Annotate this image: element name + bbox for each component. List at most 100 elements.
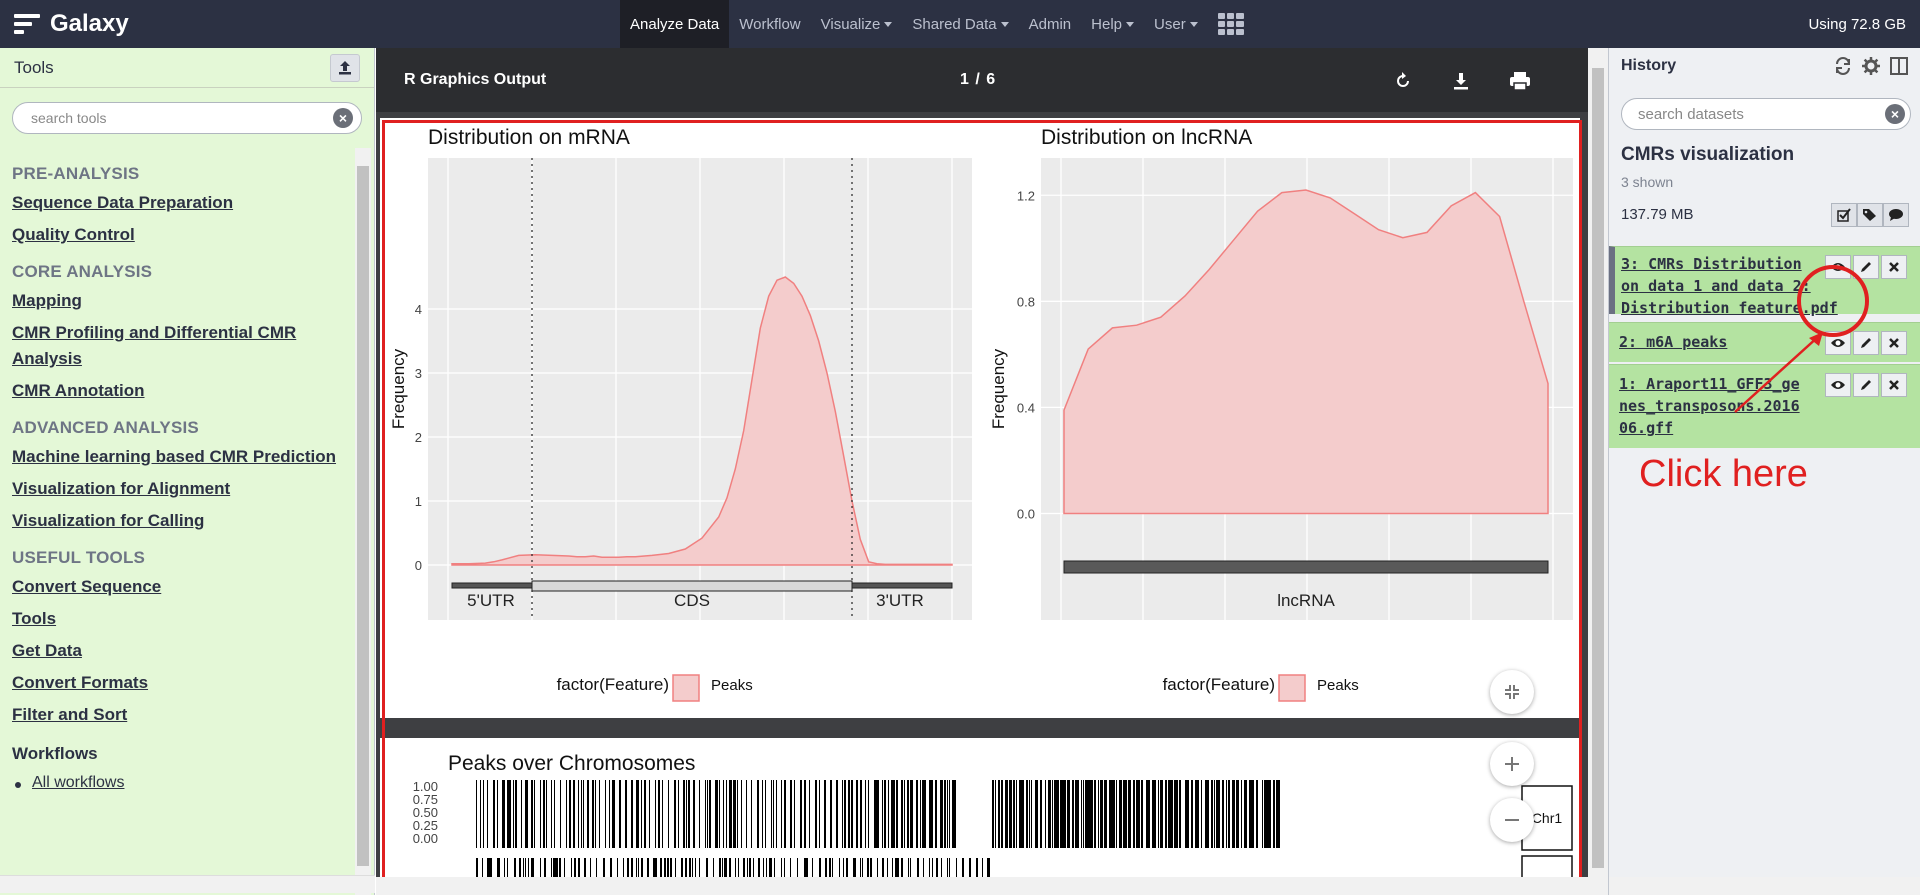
peak-bar <box>664 858 666 895</box>
peak-bar <box>735 780 736 848</box>
peak-bar <box>564 858 565 895</box>
edit-button[interactable] <box>1853 331 1879 355</box>
rotate-button[interactable] <box>1390 68 1416 94</box>
brand[interactable]: Galaxy <box>14 0 129 48</box>
dataset-title-line[interactable]: on data 1 and data 2: <box>1621 277 1811 295</box>
history-shown-count[interactable]: 3 shown <box>1621 174 1674 190</box>
peak-bar <box>592 780 594 848</box>
peak-bar <box>1138 780 1140 848</box>
tool-panel-hscrollbar[interactable] <box>0 875 375 893</box>
peak-bar <box>655 780 656 848</box>
dataset-search-input[interactable] <box>1621 98 1911 130</box>
viewer-hscrollbar[interactable] <box>376 877 1588 895</box>
peak-bar <box>804 780 806 848</box>
peak-bar <box>1123 780 1125 848</box>
tool-panel-header: Tools <box>0 48 374 88</box>
peak-bar <box>910 858 911 895</box>
apps-grid-icon[interactable] <box>1217 13 1244 35</box>
peak-bar <box>1100 780 1102 848</box>
peak-bar <box>860 858 861 895</box>
download-button[interactable] <box>1448 68 1474 94</box>
peak-bar <box>844 780 846 848</box>
clear-search-icon[interactable]: × <box>333 108 353 128</box>
nav-shared-data[interactable]: Shared Data <box>902 0 1018 48</box>
tool-search-input[interactable] <box>12 102 362 134</box>
dataset-title-line[interactable]: 2: m6A peaks <box>1619 333 1728 351</box>
peak-bar <box>1222 780 1223 848</box>
dataset-item[interactable]: 2: m6A peaks <box>1609 322 1920 362</box>
peak-bar <box>1236 780 1238 848</box>
viewer-vscrollbar[interactable] <box>1588 48 1608 895</box>
peak-bar <box>590 858 591 895</box>
peak-bar <box>1069 780 1070 848</box>
peak-bar <box>992 780 994 848</box>
peak-bar <box>685 858 687 895</box>
tool-link[interactable]: Convert Sequence <box>12 577 162 596</box>
nav-admin[interactable]: Admin <box>1028 15 1072 33</box>
upload-button[interactable] <box>330 53 360 82</box>
nav-visualize-label: Visualize <box>820 15 881 33</box>
nav-visualize[interactable]: Visualize <box>811 0 903 48</box>
tags-button[interactable] <box>1857 203 1883 227</box>
delete-button[interactable] <box>1881 373 1907 397</box>
nav-help[interactable]: Help <box>1081 0 1144 48</box>
quota-meter[interactable]: Using 72.8 GB <box>1808 15 1906 33</box>
tool-link[interactable]: Quality Control <box>12 225 135 244</box>
peak-bar <box>1023 780 1024 848</box>
tool-link[interactable]: Mapping <box>12 291 82 310</box>
dataset-title-line[interactable]: 1: Araport11_GFF3_ge <box>1619 375 1800 393</box>
delete-button[interactable] <box>1881 255 1907 279</box>
history-hscrollbar[interactable] <box>1609 877 1920 895</box>
peak-bar <box>574 858 576 895</box>
nav-analyze-data[interactable]: Analyze Data <box>620 0 730 48</box>
workflow-link[interactable]: All workflows <box>12 774 352 792</box>
peak-bar <box>1160 780 1161 848</box>
columns-icon[interactable] <box>1890 57 1908 75</box>
dataset-title-line[interactable]: 06.gff <box>1619 419 1674 437</box>
select-datasets-button[interactable] <box>1831 203 1857 227</box>
tool-link[interactable]: Visualization for Alignment <box>12 479 231 498</box>
dataset-title-line[interactable]: 3: CMRs Distribution <box>1621 255 1802 273</box>
history-name[interactable]: CMRs visualization <box>1621 144 1795 165</box>
peak-bar <box>769 858 771 895</box>
peak-bar <box>731 780 732 848</box>
tool-link[interactable]: CMR Profiling and Differential CMR Analy… <box>12 323 297 368</box>
peak-bar <box>583 780 584 848</box>
dataset-title-line[interactable]: nes_transposons.2016 <box>1619 397 1800 415</box>
upload-icon <box>339 60 351 74</box>
tool-link[interactable]: Get Data <box>12 641 82 660</box>
tool-link[interactable]: CMR Annotation <box>12 381 145 400</box>
y-tick-label: 0 <box>415 558 422 573</box>
zoom-in-button[interactable] <box>1490 742 1534 786</box>
tool-link[interactable]: Visualization for Calling <box>12 511 205 530</box>
dataset-title-line[interactable]: Distribution feature.pdf <box>1621 299 1838 317</box>
tool-link[interactable]: Sequence Data Preparation <box>12 193 234 212</box>
peak-bar <box>1057 780 1059 848</box>
view-button[interactable] <box>1825 331 1851 355</box>
peak-bar <box>493 780 495 848</box>
dataset-item[interactable]: 3: CMRs Distribution on data 1 and data … <box>1609 246 1920 317</box>
peak-bar <box>874 780 876 848</box>
tool-link[interactable]: Filter and Sort <box>12 705 128 724</box>
tool-link[interactable]: Convert Formats <box>12 673 149 692</box>
tool-link[interactable]: Machine learning based CMR Prediction <box>12 447 337 466</box>
dataset-item[interactable]: 1: Araport11_GFF3_ge nes_transposons.201… <box>1609 364 1920 448</box>
refresh-icon[interactable] <box>1834 57 1852 75</box>
peak-bar <box>1162 780 1163 848</box>
peak-bar <box>929 858 930 895</box>
view-button[interactable] <box>1825 373 1851 397</box>
fit-page-button[interactable] <box>1490 670 1534 714</box>
nav-workflow[interactable]: Workflow <box>739 15 801 33</box>
peak-bar <box>766 858 767 895</box>
clear-search-icon[interactable]: × <box>1885 104 1905 124</box>
edit-button[interactable] <box>1853 373 1879 397</box>
delete-button[interactable] <box>1881 331 1907 355</box>
zoom-out-button[interactable] <box>1490 798 1534 842</box>
annotation-button[interactable] <box>1883 203 1909 227</box>
tool-panel-scrollbar[interactable] <box>355 148 371 895</box>
zoom-in-icon <box>1505 757 1519 771</box>
tool-link[interactable]: Tools <box>12 609 57 628</box>
print-button[interactable] <box>1507 68 1533 94</box>
gear-icon[interactable] <box>1862 57 1880 75</box>
nav-user[interactable]: User <box>1144 0 1208 48</box>
